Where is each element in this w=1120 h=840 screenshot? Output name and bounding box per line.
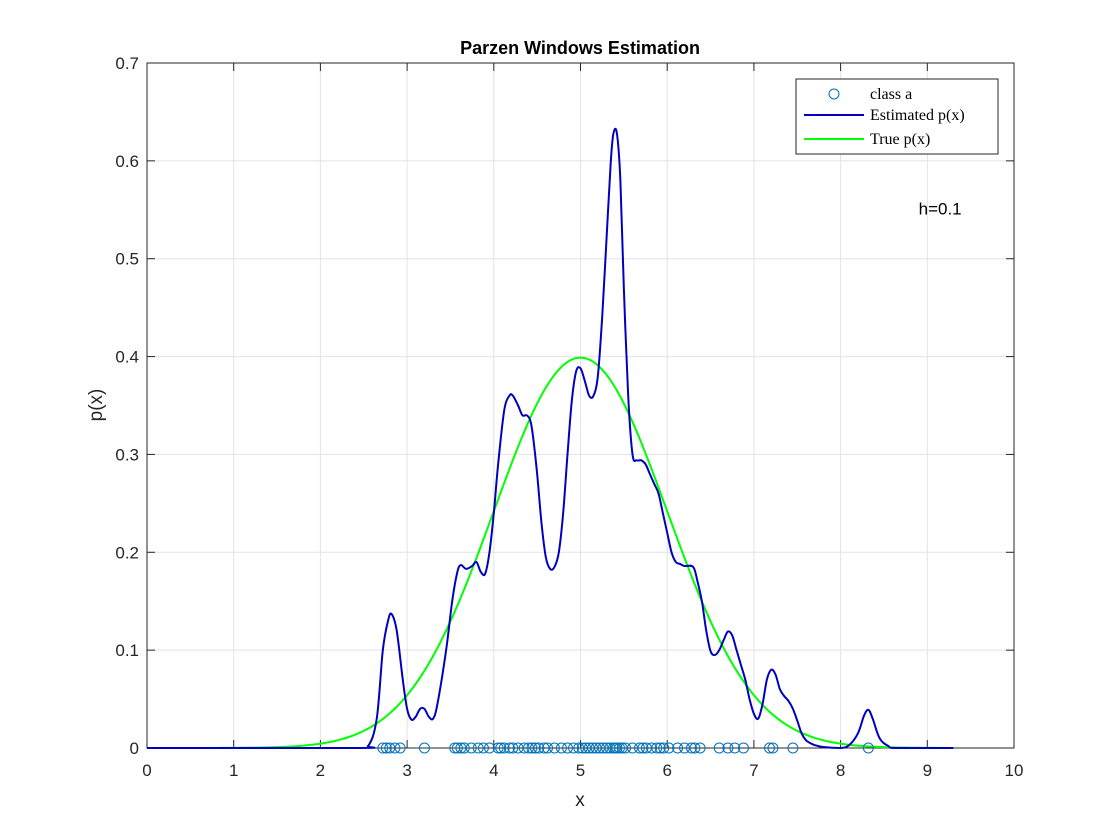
sample-point [380,742,392,754]
sample-point [633,742,645,754]
sample-point [389,742,401,754]
sample-point [663,742,675,754]
sample-point [495,742,507,754]
sample-point [503,742,515,754]
x-tick-label: 3 [402,761,411,780]
sample-point [518,742,530,754]
sample-point [787,742,799,754]
x-tick-label: 8 [836,761,845,780]
chart-title: Parzen Windows Estimation [460,38,700,58]
bandwidth-annotation: h=0.1 [919,200,962,219]
legend: class a Estimated p(x) True p(x) [795,78,999,155]
true-px-line [147,356,954,749]
x-tick-label: 1 [229,761,238,780]
sample-point [465,742,477,754]
x-tick-label: 6 [662,761,671,780]
sample-point [568,742,580,754]
y-tick-label: 0.2 [115,543,139,562]
sample-point [458,742,470,754]
sample-point [542,742,554,754]
sample-point [862,742,874,754]
sample-point [685,742,697,754]
x-tick-label: 0 [142,761,151,780]
y-tick-label: 0.4 [115,348,139,367]
x-tick-label: 10 [1005,761,1024,780]
x-tick-label: 7 [749,761,758,780]
y-tick-label: 0.7 [115,54,139,73]
sample-point [729,742,741,754]
x-tick-labels: 0 1 2 3 4 5 6 7 8 9 10 [142,761,1023,780]
sample-point [620,742,632,754]
sample-point [694,742,706,754]
sample-point [637,742,649,754]
y-tick-label: 0.3 [115,445,139,464]
sample-point [611,742,623,754]
x-tick-label: 5 [576,761,585,780]
sample-point [377,742,389,754]
y-tick-label: 0.5 [115,250,139,269]
x-axis-label: x [575,790,585,811]
y-tick-label: 0.1 [115,641,139,660]
sample-point [737,742,749,754]
x-tick-label: 4 [489,761,498,780]
x-tick-label: 9 [923,761,932,780]
sample-point [418,742,430,754]
sample-point [722,742,734,754]
sample-point [529,742,541,754]
sample-point [651,742,663,754]
y-tick-labels: 0 0.1 0.2 0.3 0.4 0.5 0.6 0.7 [115,54,139,758]
sample-point [658,742,670,754]
sample-point [526,742,538,754]
estimated-px-line [146,127,954,750]
legend-label-true: True p(x) [870,131,930,148]
sample-point [764,742,776,754]
y-tick-label: 0.6 [115,152,139,171]
legend-label-estimated: Estimated p(x) [870,107,965,124]
sample-point [654,742,666,754]
sample-point [646,742,658,754]
y-tick-label: 0 [130,739,139,758]
sample-point [548,742,560,754]
sample-point [555,742,567,754]
sample-point [672,742,684,754]
plot-area [146,127,954,754]
sample-point [533,742,545,754]
sample-point [614,742,626,754]
sample-point [483,742,495,754]
sample-point [492,742,504,754]
sample-point [713,742,725,754]
sample-point [394,742,406,754]
sample-point [472,742,484,754]
sample-point [767,742,779,754]
x-tick-label: 2 [316,761,325,780]
legend-label-class-a: class a [870,86,912,103]
sample-point [561,742,573,754]
sample-point [689,742,701,754]
sample-point [498,742,510,754]
legend-marker-class-a [828,88,840,100]
y-axis-label: p(x) [86,389,107,422]
sample-point [477,742,489,754]
sample-point [451,742,463,754]
sample-point [507,742,519,754]
